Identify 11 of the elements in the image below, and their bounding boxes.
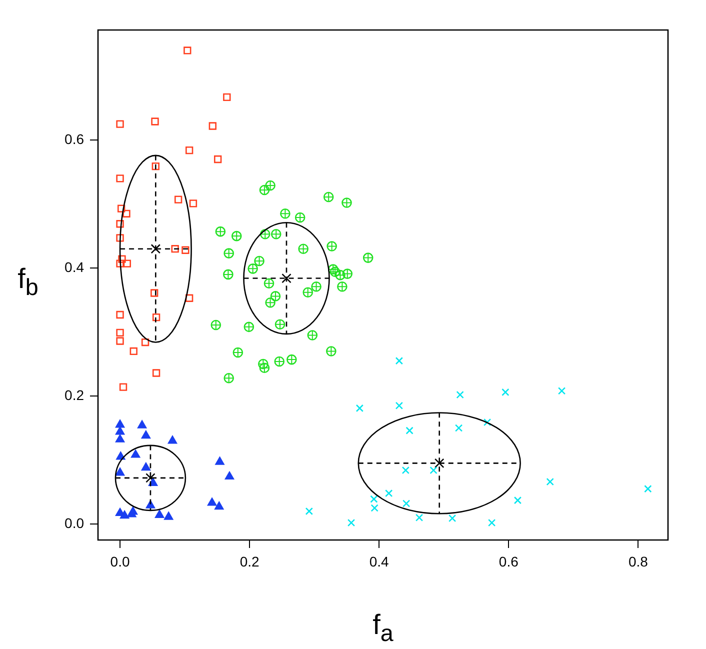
y-tick-label: 0.4 [64, 258, 84, 275]
y-tick-label: 0.0 [64, 514, 84, 531]
x-axis-title: f$_{a}$ [372, 609, 394, 647]
x-tick-label: 0.0 [110, 553, 130, 570]
x-tick-label: 0.8 [628, 553, 648, 570]
x-tick-label: 0.2 [240, 553, 260, 570]
y-tick-label: 0.2 [64, 386, 84, 403]
x-tick-label: 0.6 [498, 553, 519, 570]
x-tick-label: 0.4 [369, 553, 390, 570]
y-tick-label: 0.6 [64, 130, 84, 147]
y-axis-title: f$_{b}$ [18, 263, 38, 301]
